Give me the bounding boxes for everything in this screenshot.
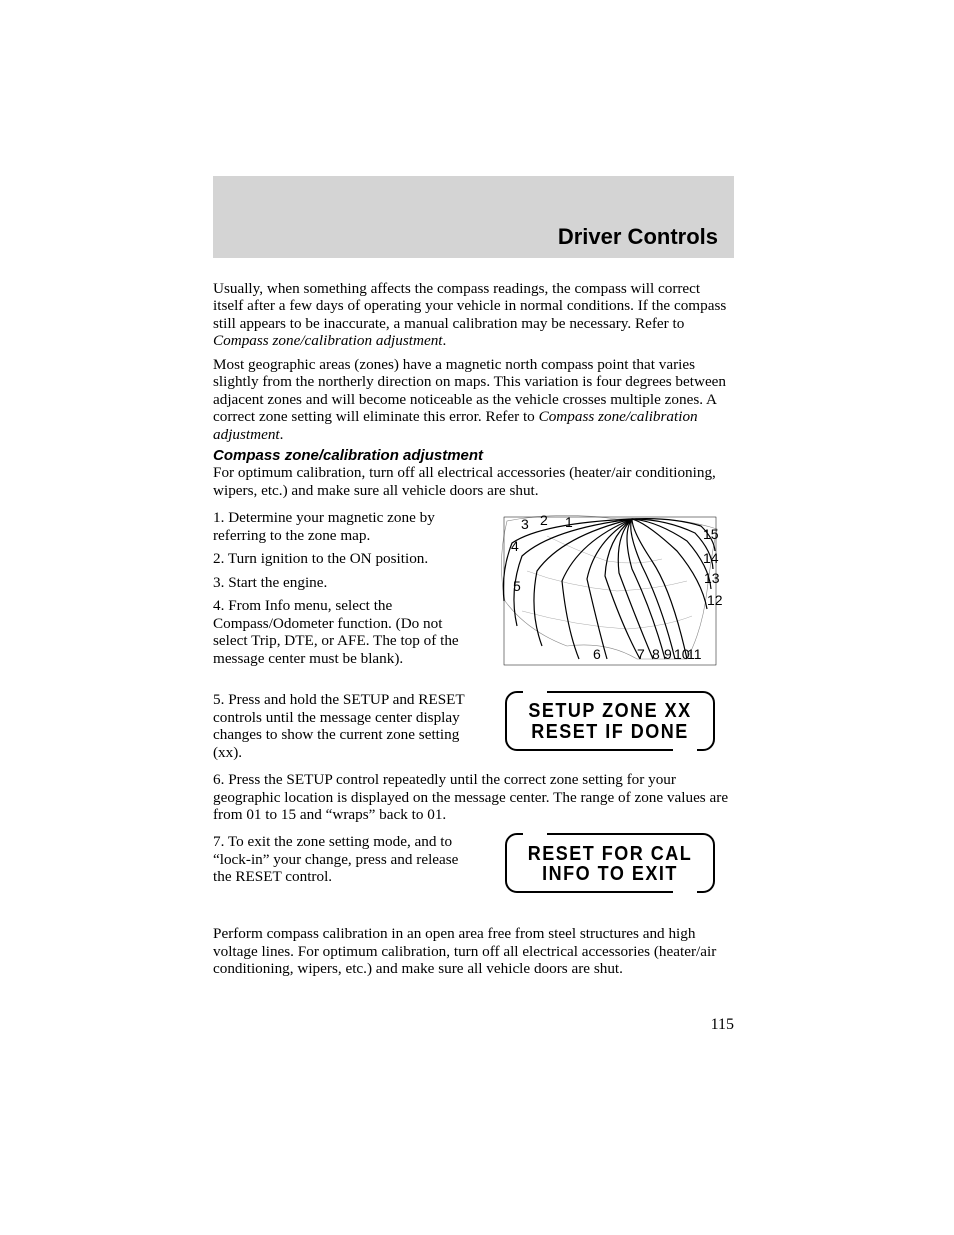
zone-label-13: 13	[704, 570, 720, 586]
lcd-display-1: SETUP ZONE XX RESET IF DONE	[505, 691, 715, 751]
lcd1-line2: RESET IF DONE	[531, 720, 689, 744]
zone-label-9: 9	[664, 646, 672, 662]
zone-label-14: 14	[703, 550, 719, 566]
lcd2-line2: INFO TO EXIT	[542, 862, 678, 886]
step-2: 2. Turn ignition to the ON position.	[213, 550, 473, 567]
step-6: 6. Press the SETUP control repeatedly un…	[213, 771, 734, 823]
zone-map-diagram: 123456789101112131415	[487, 511, 724, 671]
intro-p1-a: Usually, when something affects the comp…	[213, 280, 726, 332]
subintro-para: For optimum calibration, turn off all el…	[213, 464, 734, 499]
zone-label-2: 2	[540, 512, 548, 528]
zone-label-5: 5	[513, 578, 521, 594]
closing-para: Perform compass calibration in an open a…	[213, 925, 734, 977]
step-5-text: 5. Press and hold the SETUP and RESET co…	[213, 691, 473, 767]
intro-p1-b: .	[443, 332, 447, 349]
zone-label-12: 12	[707, 592, 723, 608]
zone-label-11: 11	[687, 646, 702, 662]
header-bar: Driver Controls	[213, 176, 734, 258]
zone-label-8: 8	[652, 646, 660, 662]
step-4: 4. From Info menu, select the Compass/Od…	[213, 597, 473, 667]
intro-para-2: Most geographic areas (zones) have a mag…	[213, 356, 734, 443]
intro-para-1: Usually, when something affects the comp…	[213, 280, 734, 350]
step-7-text: 7. To exit the zone setting mode, and to…	[213, 833, 473, 891]
page-content: Usually, when something affects the comp…	[213, 258, 734, 978]
step-3: 3. Start the engine.	[213, 574, 473, 591]
zone-label-7: 7	[637, 646, 645, 662]
zone-label-1: 1	[565, 514, 573, 530]
page-number: 115	[711, 1016, 734, 1034]
page-title: Driver Controls	[558, 224, 718, 250]
steps-1-4: 1. Determine your magnetic zone by refer…	[213, 509, 473, 673]
subhead-compass: Compass zone/calibration adjustment	[213, 447, 734, 464]
step-7: 7. To exit the zone setting mode, and to…	[213, 833, 473, 885]
zone-label-3: 3	[521, 516, 529, 532]
lcd-display-2: RESET FOR CAL INFO TO EXIT	[505, 833, 715, 893]
intro-p2-b: .	[280, 426, 284, 443]
intro-p1-ref: Compass zone/calibration adjustment	[213, 332, 443, 349]
step-5: 5. Press and hold the SETUP and RESET co…	[213, 691, 473, 761]
zone-label-4: 4	[511, 538, 519, 554]
zone-label-6: 6	[593, 646, 601, 662]
step-1: 1. Determine your magnetic zone by refer…	[213, 509, 473, 544]
zone-label-15: 15	[703, 526, 719, 542]
